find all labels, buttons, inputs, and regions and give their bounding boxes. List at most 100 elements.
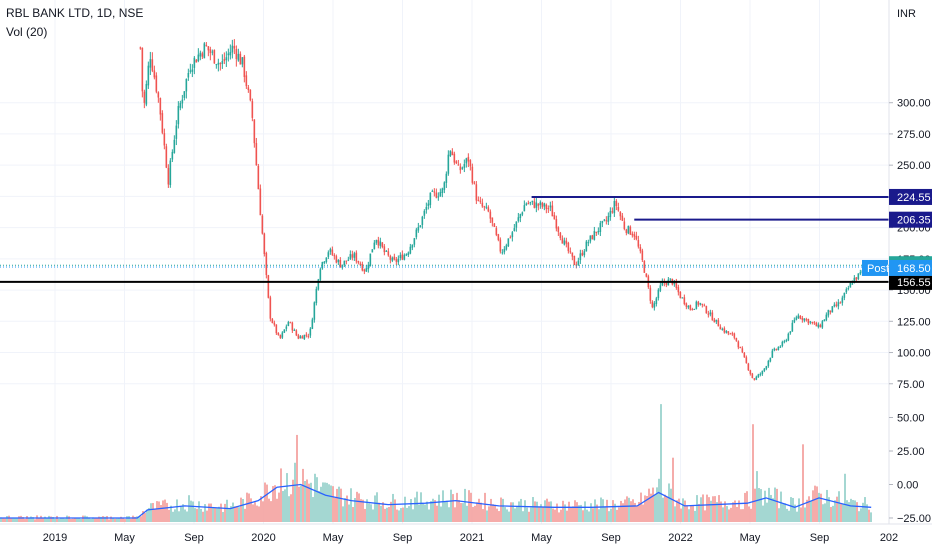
- candle-body: [749, 370, 752, 374]
- candle-body: [243, 56, 246, 77]
- candle-body: [657, 289, 660, 299]
- volume-bar: [166, 502, 168, 522]
- candle-body: [287, 322, 290, 326]
- candle-body: [353, 253, 356, 258]
- candle-body: [345, 260, 348, 262]
- candle-body: [419, 225, 422, 228]
- candle-body: [659, 285, 662, 291]
- volume-bar: [802, 444, 804, 522]
- volume-bar: [56, 515, 58, 522]
- candle-body: [633, 234, 636, 237]
- volume-bar: [194, 508, 196, 522]
- candle-body: [485, 206, 488, 208]
- volume-bar: [138, 516, 140, 522]
- volume-bar: [52, 516, 54, 522]
- level-label-bg: [889, 211, 932, 228]
- candle-body: [263, 233, 266, 254]
- volume-bar: [798, 498, 800, 522]
- candle-body: [661, 281, 664, 286]
- volume-axis: 50.00 25.00 0.00 −25.00: [889, 413, 931, 525]
- volume-bar: [746, 491, 748, 522]
- candle-body: [475, 184, 478, 201]
- candle-body: [149, 59, 152, 68]
- volume-bar: [272, 486, 274, 522]
- candle-body: [179, 102, 182, 108]
- volume-bar: [622, 503, 624, 522]
- candle-body: [567, 242, 570, 252]
- volume-bar: [454, 507, 456, 522]
- volume-bar: [34, 519, 36, 522]
- volume-indicator-label[interactable]: Vol (20): [6, 25, 48, 39]
- volume-bar: [204, 504, 206, 522]
- volume-bar: [488, 506, 490, 522]
- volume-bar: [318, 490, 320, 522]
- volume-bar: [728, 509, 730, 522]
- volume-bar: [736, 506, 738, 522]
- candle-body: [467, 156, 470, 162]
- volume-bar: [336, 488, 338, 522]
- volume-bar: [288, 496, 290, 522]
- volume-bar: [330, 485, 332, 522]
- volume-bar: [508, 511, 510, 522]
- level-label-bg: [889, 273, 932, 290]
- volume-bar: [414, 497, 416, 522]
- candle-body: [529, 202, 532, 204]
- volume-bar: [200, 508, 202, 522]
- volume-bar: [446, 500, 448, 522]
- time-tick-label: Sep: [393, 532, 413, 544]
- volume-bar: [296, 434, 298, 522]
- volume-bar: [554, 509, 556, 522]
- candle-body: [629, 226, 632, 235]
- candle-body: [355, 252, 358, 262]
- candle-body: [235, 49, 238, 60]
- time-axis[interactable]: 2019 May Sep 2020 May Sep 2021 May Sep 2022 May Sep…: [43, 532, 898, 544]
- volume-bar: [250, 498, 252, 522]
- symbol-title[interactable]: RBL BANK LTD, 1D, NSE: [6, 6, 144, 20]
- level-label-156.55: 156.55: [897, 277, 931, 289]
- volume-bar: [22, 517, 24, 522]
- volume-bar: [850, 498, 852, 522]
- candle-body: [397, 258, 400, 263]
- volume-bar: [428, 509, 430, 522]
- candle-body: [325, 257, 328, 263]
- candle-body: [857, 273, 860, 279]
- candle-body: [509, 237, 512, 239]
- grid-lines: [0, 0, 890, 524]
- volume-bar: [182, 504, 184, 522]
- volume-bar: [510, 502, 512, 522]
- volume-bar: [714, 496, 716, 522]
- volume-bar: [650, 493, 652, 522]
- candle-body: [483, 206, 486, 208]
- candle-body: [615, 200, 618, 207]
- candle-body: [537, 203, 540, 206]
- volume-bar: [262, 501, 264, 522]
- volume-bar: [170, 505, 172, 522]
- candle-body: [557, 227, 560, 232]
- candle-body: [769, 357, 772, 362]
- horizontal-levels[interactable]: [0, 195, 889, 283]
- candle-body: [723, 328, 726, 333]
- candle-body: [375, 240, 378, 243]
- volume-bar: [748, 506, 750, 522]
- candle-body: [201, 53, 204, 57]
- volume-bar: [620, 500, 622, 522]
- volume-bar: [754, 488, 756, 522]
- volume-bar: [820, 493, 822, 522]
- candle-body: [343, 260, 346, 266]
- volume-bar: [780, 491, 782, 522]
- candle-body: [307, 335, 310, 337]
- volume-bar: [740, 509, 742, 522]
- volume-bar: [282, 491, 284, 522]
- volume-bar: [618, 507, 620, 522]
- candle-body: [605, 220, 608, 222]
- volume-bar: [744, 492, 746, 522]
- volume-bar: [276, 498, 278, 522]
- candle-body: [275, 324, 278, 334]
- candle-body: [619, 211, 622, 217]
- candle-body: [139, 47, 142, 49]
- candle-body: [443, 182, 446, 190]
- volume-bar: [742, 509, 744, 522]
- volume-bar: [592, 508, 594, 522]
- volume-bar: [522, 511, 524, 522]
